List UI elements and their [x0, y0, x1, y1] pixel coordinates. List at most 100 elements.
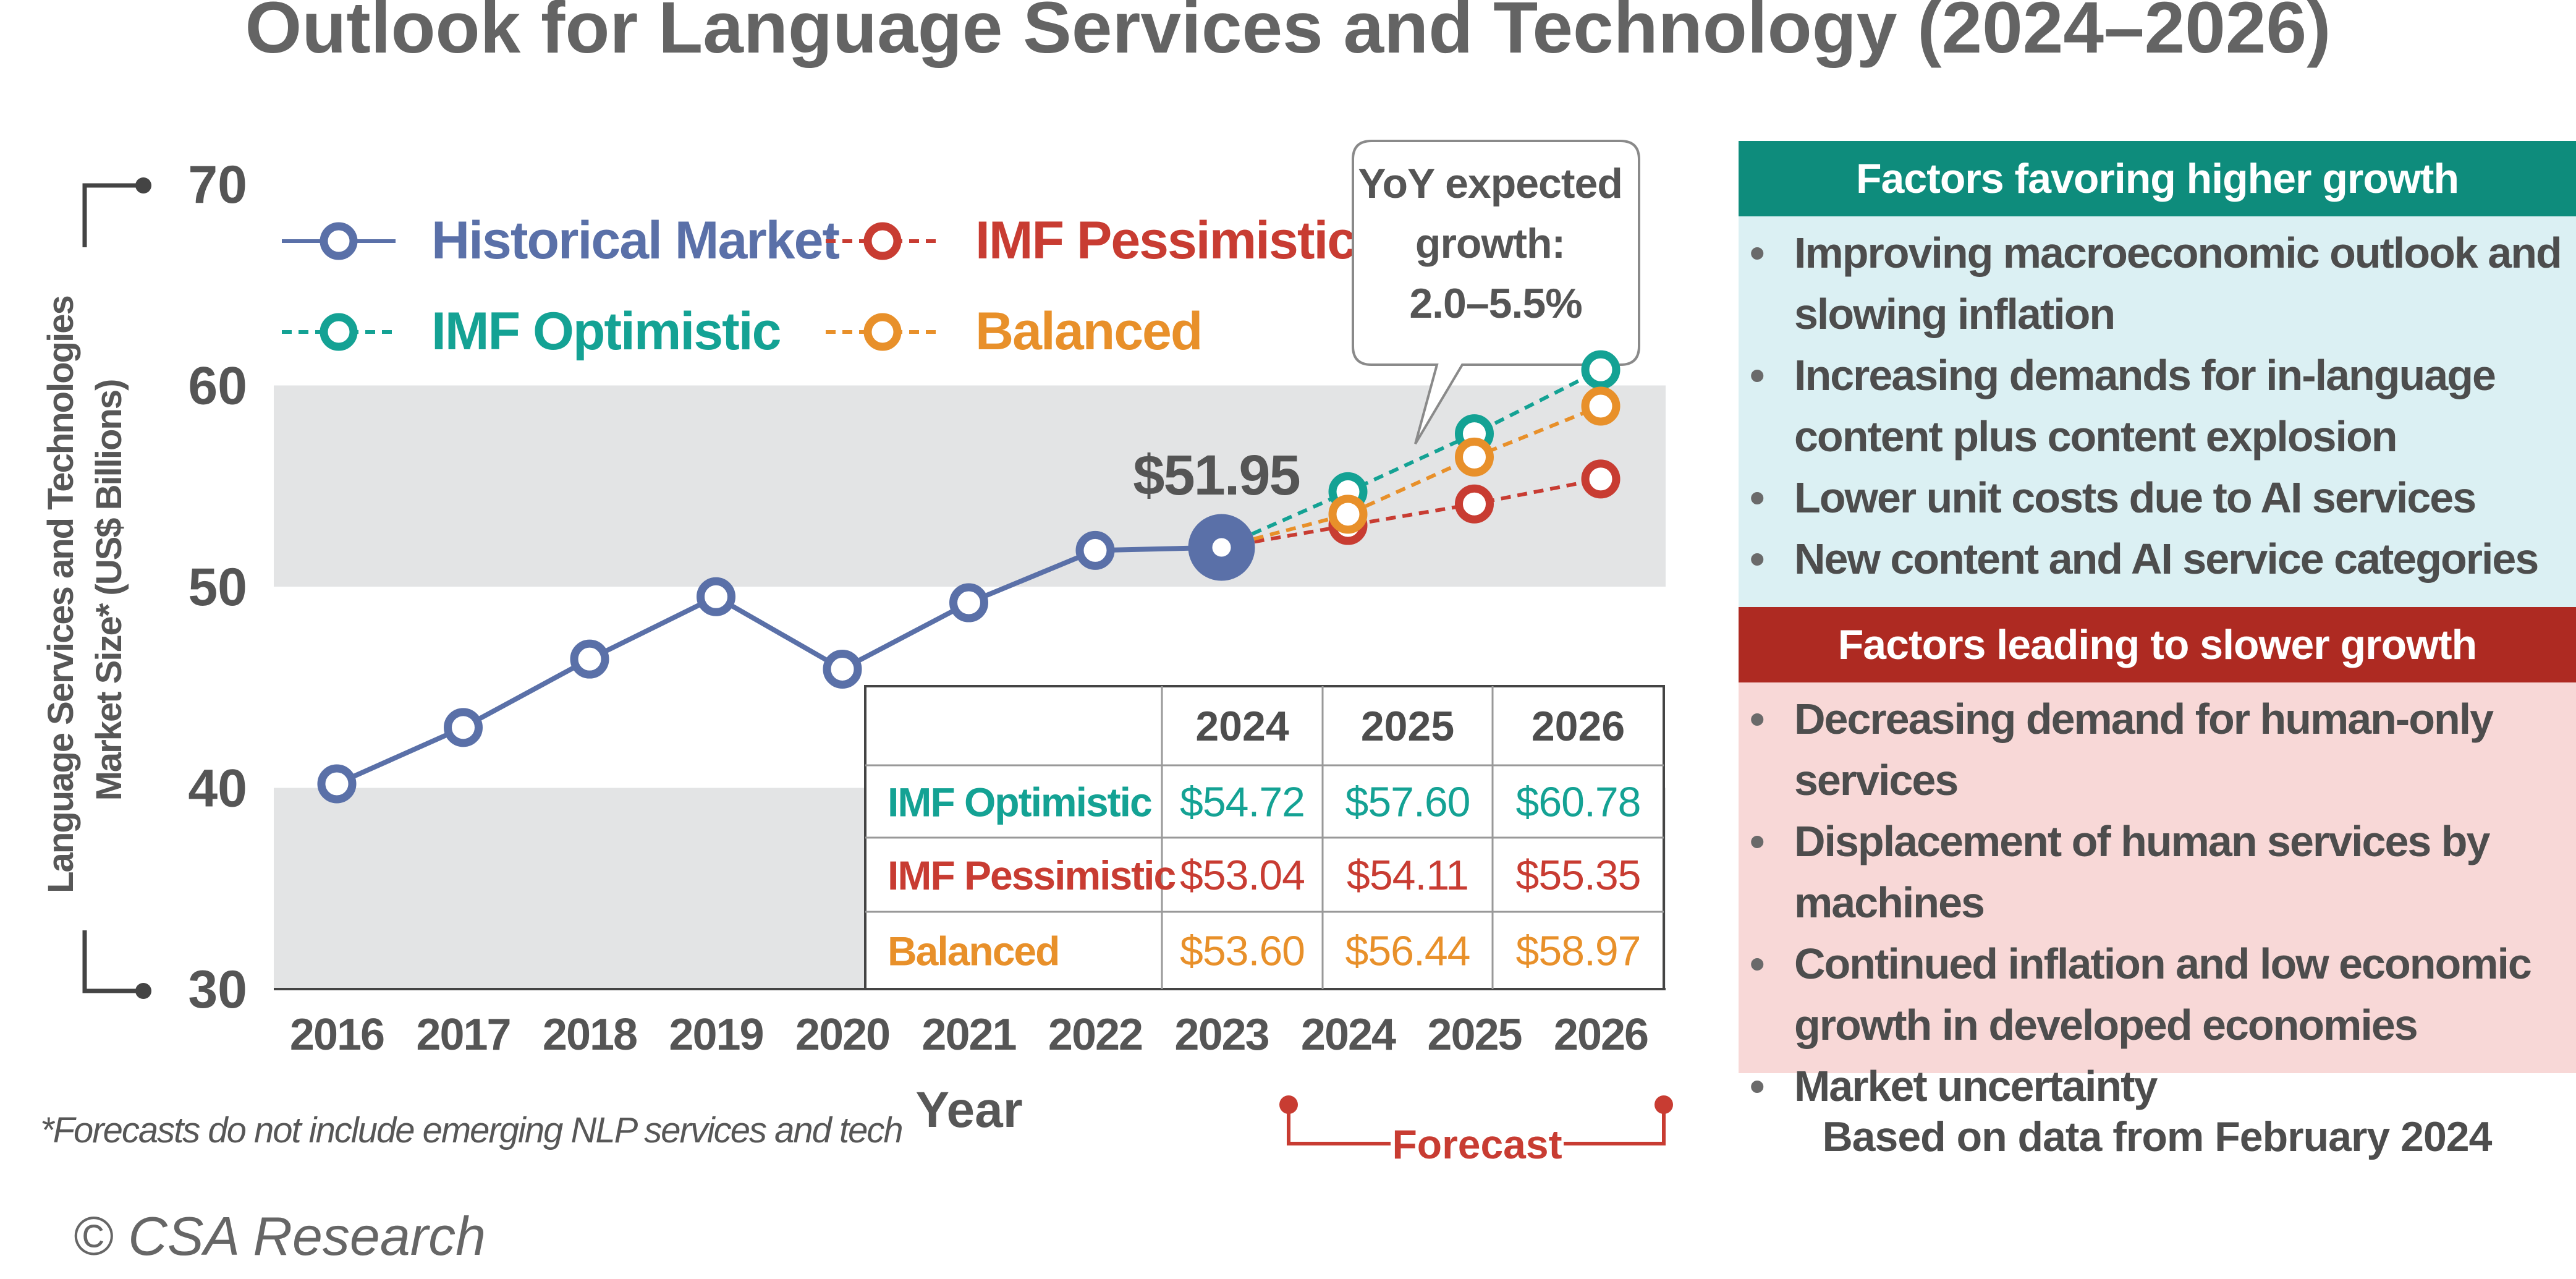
slow-panel-title: Factors leading to slower growth [1837, 621, 2477, 668]
point-2023-center [1212, 538, 1231, 557]
favor-item: New content and AI service categories [1750, 529, 2564, 590]
legend-marker-0 [320, 222, 358, 260]
legend-label: Balanced [975, 302, 1201, 361]
x-tick-label: 2023 [1174, 1010, 1268, 1060]
footnote: *Forecasts do not include emerging NLP s… [40, 1110, 902, 1150]
legend-label: IMF Optimistic [431, 302, 781, 361]
point-imf-optimistic-2026 [1581, 350, 1621, 389]
axis-bracket-bottom-dot [135, 983, 151, 999]
favor-panel-body: Improving macroeconomic outlook and slow… [1739, 216, 2576, 607]
page-title: Outlook for Language Services and Techno… [245, 0, 2331, 69]
copyright: © CSA Research [73, 1205, 486, 1267]
x-tick-label: 2018 [543, 1010, 637, 1060]
table-cell: $58.97 [1516, 928, 1641, 975]
series-lines [336, 368, 1602, 786]
y-axis-label: Language Services and Technologies Marke… [41, 287, 129, 893]
series-line-imf-pessimistic [1221, 477, 1601, 550]
table-cell: $55.35 [1516, 852, 1641, 899]
legend-marker-1 [863, 222, 902, 260]
forecast-bracket-right [1564, 1105, 1666, 1145]
forecast-bracket-right-dot [1654, 1095, 1673, 1114]
x-tick-label: 2022 [1048, 1010, 1142, 1060]
y-tick-label: 30 [188, 960, 247, 1019]
grid-band-1 [274, 385, 1666, 587]
forecast-bracket-left [1287, 1105, 1391, 1145]
table-cell: $54.11 [1347, 852, 1468, 899]
table-cell: $57.60 [1345, 779, 1470, 826]
point-imf-pessimistic-2026 [1581, 459, 1621, 499]
point-historical-market-2022 [1075, 530, 1115, 570]
x-tick-label: 2024 [1301, 1010, 1396, 1060]
table-header-cell: 2026 [1532, 703, 1625, 750]
point-historical-market-2018 [570, 639, 609, 679]
x-tick-label: 2026 [1554, 1010, 1648, 1060]
axis-bracket-top [82, 183, 143, 247]
slow-item: Market uncertainty [1750, 1056, 2564, 1117]
yoy-callout-line2: growth: [1415, 220, 1565, 267]
table-header-cell: 2024 [1195, 703, 1289, 750]
table-cell: $53.04 [1180, 852, 1305, 899]
favor-item: Improving macroeconomic outlook and slow… [1750, 223, 2564, 345]
x-tick-label: 2021 [922, 1010, 1016, 1060]
callout-value-2023: $51.95 [1133, 444, 1299, 507]
table-row-label: IMF Optimistic [888, 780, 1151, 825]
y-tick-label: 70 [188, 155, 247, 215]
forecast-table: 2024 2025 2026 IMF Optimistic $54.72 $57.60 $6… [864, 685, 1665, 990]
table-cell: $56.44 [1345, 928, 1470, 975]
favor-panel-title: Factors favoring higher growth [1856, 155, 2459, 202]
series-line-imf-optimistic [1221, 368, 1602, 550]
forecast-bracket: Forecast [1279, 1095, 1673, 1167]
y-axis-label-line2: Market Size* (US$ Billions) [89, 380, 129, 801]
yoy-callout: YoY expected growth: 2.0–5.5% [1352, 140, 1640, 445]
yoy-callout-text: YoY expected growth: 2.0–5.5% [1358, 160, 1633, 327]
point-balanced-2025 [1455, 437, 1494, 477]
x-tick-label: 2020 [795, 1010, 889, 1060]
x-tick-label: 2025 [1427, 1010, 1522, 1060]
slow-item: Continued inflation and low economic gro… [1750, 933, 2564, 1056]
point-balanced-2026 [1581, 386, 1621, 426]
series-line-balanced [1221, 404, 1602, 550]
point-historical-market-2017 [444, 708, 483, 747]
yoy-callout-bubble [1352, 140, 1640, 445]
axis-bracket-bottom [82, 930, 143, 993]
favor-item: Increasing demands for in-language conte… [1750, 345, 2564, 467]
slow-panel-list: Decreasing demand for human-only service… [1750, 689, 2564, 1117]
forecast-bracket-left-dot [1279, 1095, 1298, 1114]
point-historical-market-2019 [697, 577, 735, 616]
y-axis-label-line1: Language Services and Technologies [41, 296, 81, 893]
table-header-cell: 2025 [1361, 703, 1454, 750]
y-tick-labels: 30 40 50 60 70 [188, 155, 247, 1019]
slow-item: Displacement of human services by machin… [1750, 811, 2564, 933]
legend-label: IMF Pessimistic [975, 211, 1355, 270]
favor-panel-header: Factors favoring higher growth [1739, 141, 2576, 216]
axis-bracket-top-dot [135, 177, 151, 193]
legend-marker-2 [320, 313, 358, 351]
table-cell: $53.60 [1180, 928, 1305, 975]
y-tick-label: 50 [188, 558, 247, 617]
x-tick-labels: 2016 2017 2018 2019 2020 2021 2022 2023 2024 2025… [290, 1010, 1649, 1060]
table-row-label: Balanced [888, 928, 1059, 974]
legend-label: Historical Market [431, 211, 839, 270]
slow-item: Decreasing demand for human-only service… [1750, 689, 2564, 811]
favor-panel-list: Improving macroeconomic outlook and slow… [1750, 223, 2564, 590]
point-balanced-2024 [1328, 495, 1368, 534]
y-tick-label: 60 [188, 357, 247, 416]
table-cell: $54.72 [1180, 779, 1305, 826]
table-row-label: IMF Pessimistic [888, 852, 1175, 898]
series-line-historical-market [336, 545, 1222, 786]
y-tick-label: 40 [188, 759, 247, 818]
forecast-label: Forecast [1392, 1121, 1562, 1167]
legend: Historical Market IMF Pessimistic IMF Opti… [282, 211, 1357, 361]
x-tick-label: 2016 [290, 1010, 384, 1060]
x-tick-label: 2017 [416, 1010, 510, 1060]
slow-panel-body: Decreasing demand for human-only service… [1739, 682, 2576, 1117]
based-on-note: Based on data from February 2024 [1823, 1113, 2493, 1160]
favor-item: Lower unit costs due to AI services [1750, 467, 2564, 529]
point-historical-market-2020 [823, 649, 862, 689]
point-imf-pessimistic-2025 [1455, 484, 1494, 524]
legend-marker-3 [863, 313, 902, 351]
x-axis-label: Year [915, 1082, 1022, 1138]
series-points [317, 350, 1621, 804]
table-cell: $60.78 [1516, 779, 1641, 826]
